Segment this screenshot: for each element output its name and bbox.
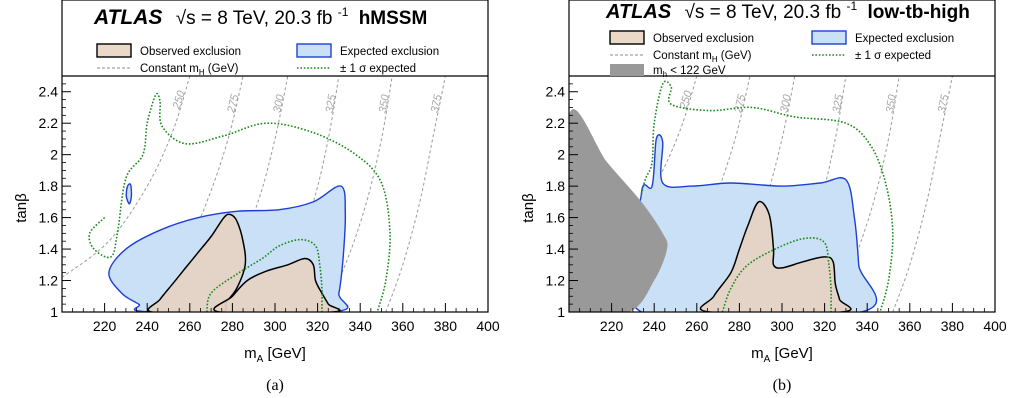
y-tick-label: 1 [557,304,565,320]
legend-a: Observed exclusion Expected exclusion Co… [96,43,439,77]
x-tick-label: 300 [263,318,287,334]
legend-mh-region-swatch [610,64,644,76]
mh-contour-label: 350 [377,93,392,114]
sigma-contour-line [640,80,894,312]
axis-ticks-a: 220 240 260 280 300 320 340 360 380 400 1 1.2 1.4 1.6… [39,83,500,334]
x-tick-label: 400 [476,318,500,334]
mh-contour-label: 300 [271,93,287,114]
caption-a: (a) [266,377,284,394]
sigma-band-a [88,92,391,312]
legend-b: Observed exclusion Expected exclusion Co… [609,30,954,79]
y-tick-label: 1.8 [546,178,566,194]
mh-contour-label: 275 [732,92,748,114]
y-tick-label: 2.4 [546,84,566,100]
xlabel-b: mA [GeV] [751,345,813,365]
y-tick-label: 1.2 [546,273,566,289]
x-tick-label: 280 [221,318,245,334]
legend-expected-swatch-a [296,43,332,58]
x-tick-label: 340 [349,318,373,334]
mh-contour-label: 300 [778,93,794,114]
mh-contours-a: 250 275 300 325 350 375 [62,76,446,312]
ylabel-b: tanβ [520,193,537,223]
mh-contour-label: 375 [936,93,952,114]
x-tick-label: 240 [643,318,667,334]
legend-observed-swatch-a [96,43,132,58]
expected-exclusion-island [125,183,133,205]
frame-b [568,0,996,313]
observed-exclusion-region [699,200,852,312]
observed-region-a [147,213,341,312]
mh-contour-label: 325 [831,93,846,114]
y-tick-label: 1.6 [39,210,59,226]
legend-sigma-label-b: ± 1 σ expected [855,50,931,62]
legend-observed-swatch-b [609,30,645,45]
x-tick-label: 280 [728,318,752,334]
header-a: ATLAS √s = 8 TeV, 20.3 fb -1 hMSSM [93,0,427,29]
header-b: ATLAS √s = 8 TeV, 20.3 fb -1 low-tb-high [605,0,970,23]
mh-contour-label: 375 [429,93,445,114]
mh-contour-label: 250 [677,89,694,112]
mh-contour-label: 350 [884,93,899,114]
legend-constmh-label-b: Constant mH (GeV) [653,50,752,64]
y-tick-label: 2 [557,147,565,163]
sigma-band-b [640,80,894,312]
mh-contour-label: 325 [324,93,339,114]
y-tick-label: 1 [50,304,58,320]
mh-contour-label: 250 [170,89,187,112]
x-tick-label: 260 [685,318,709,334]
ylabel-a: tanβ [13,193,30,223]
y-tick-label: 1.8 [39,178,59,194]
y-tick-label: 1.4 [39,241,59,257]
x-tick-label: 320 [306,318,330,334]
sigma-contour-line [206,238,323,312]
y-tick-label: 2 [50,147,58,163]
x-tick-label: 320 [813,318,837,334]
legend-expected-label-a: Expected exclusion [340,46,439,58]
frame-a [61,0,489,313]
x-tick-label: 380 [434,318,458,334]
x-tick-label: 400 [983,318,1007,334]
x-tick-label: 380 [941,318,965,334]
x-tick-label: 220 [93,318,117,334]
panel-b: 250 275 300 325 350 375 220 240 260 280 300 320 340… [520,0,1007,394]
legend-observed-label-b: Observed exclusion [653,33,754,45]
legend-mh-region-label: mh < 122 GeV [653,65,726,79]
legend-sigma-label-a: ± 1 σ expected [340,63,416,75]
legend-expected-label-b: Expected exclusion [855,33,954,45]
y-tick-label: 2.2 [39,115,59,131]
plot-area-a: 250 275 300 325 350 375 [62,76,446,312]
x-tick-label: 360 [391,318,415,334]
x-tick-label: 220 [600,318,624,334]
mh-contour-line [146,76,244,312]
x-tick-label: 340 [856,318,880,334]
caption-b: (b) [773,377,792,394]
panel-a: 250 275 300 325 350 375 220 240 260 280 300 320 340… [13,0,500,394]
sigma-contour-line [88,92,391,312]
y-tick-label: 2.2 [546,115,566,131]
mh-contour-line [653,76,751,312]
legend-observed-label-a: Observed exclusion [140,46,241,58]
observed-exclusion-region [213,257,341,312]
y-tick-label: 1.4 [546,241,566,257]
observed-region-b [699,200,852,312]
xlabel-a: mA [GeV] [244,345,306,365]
x-tick-label: 260 [178,318,202,334]
axis-ticks-b: 220 240 260 280 300 320 340 360 380 400 1 1.2 1.4 1.6… [546,83,1007,334]
legend-constmh-label-a: Constant mH (GeV) [140,63,239,77]
y-tick-label: 1.6 [546,210,566,226]
mh-below-122-area [569,109,668,312]
x-tick-label: 300 [770,318,794,334]
mh-contour-line [62,76,191,278]
x-tick-label: 360 [898,318,922,334]
y-tick-label: 2.4 [39,84,59,100]
legend-expected-swatch-b [811,30,847,45]
plot-area-b: 250 275 300 325 350 375 [569,76,953,312]
sigma-contour-line [721,237,832,312]
y-tick-label: 1.2 [39,273,59,289]
mh-below-122-region [569,109,668,312]
x-tick-label: 240 [136,318,160,334]
mh-contour-label: 275 [225,92,241,114]
